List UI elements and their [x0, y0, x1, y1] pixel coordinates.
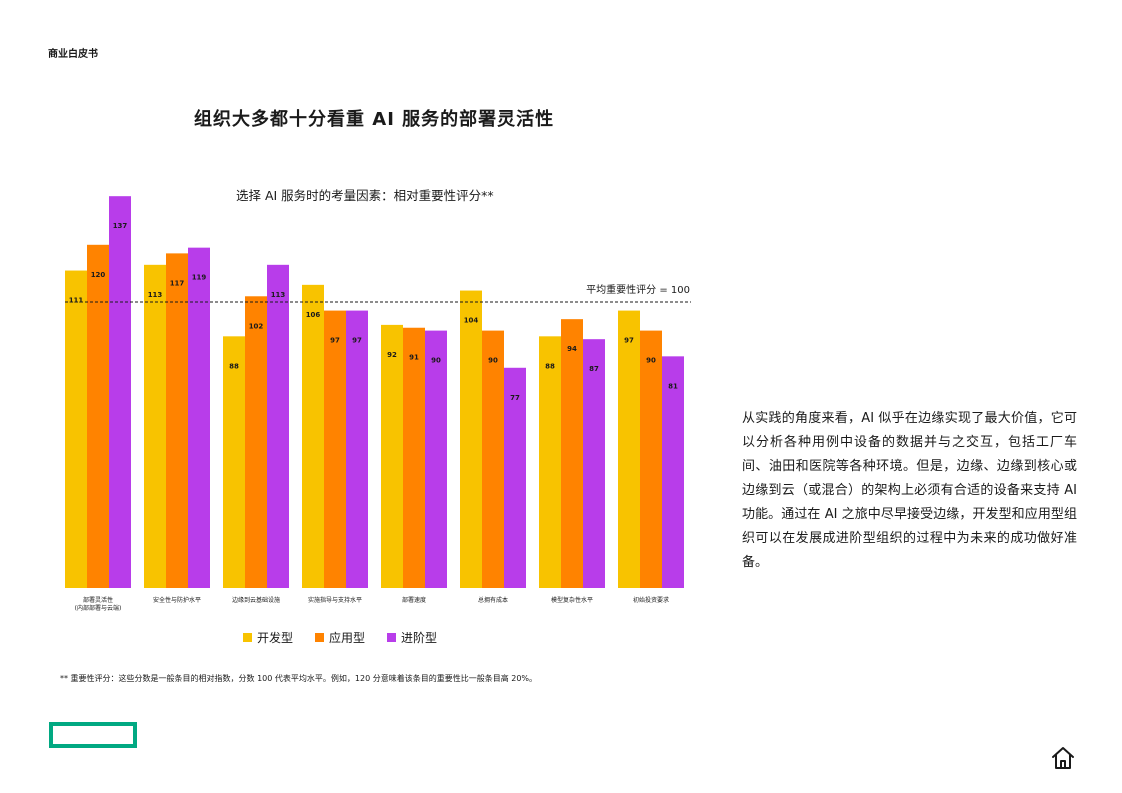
- legend-swatch-applied: [315, 633, 325, 642]
- bar: [346, 310, 368, 588]
- data-label: 119: [192, 274, 207, 282]
- data-label: 117: [170, 279, 185, 287]
- bar: [482, 330, 504, 588]
- legend-label-developer: 开发型: [257, 631, 294, 645]
- side-paragraph: 从实践的角度来看，AI 似乎在边缘实现了最大价值，它可以分析各种用例中设备的数据…: [742, 411, 1077, 570]
- home-icon: [1052, 747, 1074, 769]
- bar: [87, 244, 109, 589]
- data-label: 104: [464, 317, 479, 325]
- data-label: 120: [91, 271, 106, 279]
- data-label: 97: [352, 337, 362, 345]
- header-label: 商业白皮书: [48, 49, 98, 60]
- category-label: (内部部署与云端): [75, 604, 122, 612]
- legend-item-advanced: 进阶型: [387, 629, 437, 646]
- data-label: 94: [567, 345, 577, 353]
- data-label: 90: [431, 357, 441, 365]
- bar: [583, 339, 605, 588]
- bar: [381, 324, 403, 588]
- legend-item-developer: 开发型: [243, 629, 293, 646]
- bar: [425, 330, 447, 588]
- legend-label-applied: 应用型: [329, 631, 366, 645]
- bar: [561, 319, 583, 588]
- legend-swatch-developer: [243, 633, 252, 642]
- data-label: 137: [113, 222, 128, 230]
- category-label: 安全性与防护水平: [153, 596, 201, 604]
- bar: [618, 310, 640, 588]
- data-label: 90: [488, 357, 498, 365]
- page-title: 组织大多都十分看重 AI 服务的部署灵活性: [194, 109, 555, 130]
- reference-line-label: 平均重要性评分 = 100: [586, 283, 690, 296]
- bar: [640, 330, 662, 588]
- data-label: 77: [510, 394, 520, 402]
- chart-legend: 开发型 应用型 进阶型: [243, 629, 437, 646]
- bar: [267, 264, 289, 588]
- data-label: 97: [624, 337, 634, 345]
- data-label: 90: [646, 357, 656, 365]
- data-label: 102: [249, 322, 264, 330]
- data-label: 92: [387, 351, 397, 359]
- bar: [539, 336, 561, 588]
- category-label: 实施指导与支持水平: [308, 596, 362, 604]
- data-label: 97: [330, 337, 340, 345]
- category-label: 总拥有成本: [478, 596, 508, 604]
- home-button[interactable]: [1050, 745, 1076, 771]
- bar: [223, 336, 245, 588]
- data-label: 111: [69, 297, 84, 305]
- bar: [109, 196, 131, 588]
- data-label: 113: [148, 291, 163, 299]
- bar: [324, 310, 346, 588]
- data-label: 88: [229, 362, 239, 370]
- bar: [144, 264, 166, 588]
- bar: [460, 290, 482, 588]
- bar: [403, 327, 425, 588]
- category-label: 模型复杂性水平: [551, 596, 593, 604]
- data-label: 113: [271, 291, 286, 299]
- category-label: 边缘到云基础设施: [232, 596, 280, 604]
- bar: [188, 247, 210, 588]
- data-label: 106: [306, 311, 321, 319]
- legend-item-applied: 应用型: [315, 629, 365, 646]
- footnote: ** 重要性评分：这些分数是一般条目的相对指数，分数 100 代表平均水平。例如…: [60, 674, 538, 683]
- bar: [302, 284, 324, 588]
- legend-label-advanced: 进阶型: [401, 631, 438, 645]
- bar: [245, 296, 267, 588]
- data-label: 91: [409, 354, 419, 362]
- bar: [662, 356, 684, 588]
- bar: [65, 270, 87, 588]
- data-label: 81: [668, 382, 678, 390]
- data-label: 87: [589, 365, 599, 373]
- category-label: 部署灵活性: [83, 596, 113, 604]
- brand-logo: [49, 722, 137, 748]
- bar: [504, 367, 526, 588]
- bar: [166, 253, 188, 588]
- chart-title: 选择 AI 服务时的考量因素：相对重要性评分**: [236, 188, 494, 203]
- legend-swatch-advanced: [387, 633, 397, 642]
- category-label: 初始投资要求: [633, 596, 669, 604]
- category-label: 部署速度: [402, 596, 426, 604]
- data-label: 88: [545, 362, 555, 370]
